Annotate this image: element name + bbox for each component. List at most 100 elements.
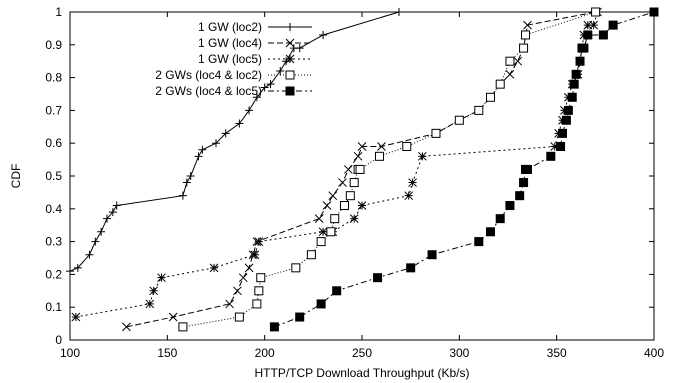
x-tick-label: 350	[547, 346, 567, 360]
data-point	[344, 165, 353, 174]
data-point	[245, 106, 254, 115]
data-point	[505, 56, 515, 66]
data-point	[505, 201, 515, 211]
y-tick-label: 0.3	[45, 235, 62, 249]
data-point	[328, 191, 338, 201]
legend-label: 1 GW (loc5)	[198, 52, 262, 66]
legend-marker	[285, 54, 295, 64]
data-point	[316, 237, 326, 247]
data-point	[182, 178, 191, 187]
legend-label: 1 GW (loc4)	[198, 36, 262, 50]
data-point	[357, 142, 367, 151]
legend-marker	[285, 86, 295, 96]
y-tick-label: 0.4	[45, 202, 62, 216]
data-point	[567, 92, 577, 102]
legend-label: 1 GW (loc2)	[198, 20, 262, 34]
y-tick-label: 0.1	[45, 300, 62, 314]
series-1	[66, 8, 403, 276]
data-point	[316, 299, 326, 309]
data-point	[250, 250, 260, 260]
series-line	[182, 11, 596, 328]
data-point	[194, 152, 203, 161]
data-point	[319, 30, 328, 39]
data-point	[349, 178, 359, 188]
data-point	[353, 151, 363, 161]
data-point	[406, 263, 416, 273]
data-point	[375, 151, 385, 161]
data-point	[235, 119, 244, 128]
data-point	[495, 214, 505, 224]
data-point	[244, 263, 254, 273]
data-point	[519, 43, 529, 53]
plot-axes: 100 150 200 250 300 350 400 0 0.1 0.2 0.3 0.4 0.5 0.6…	[45, 5, 664, 360]
y-tick-label: 0.5	[45, 169, 62, 183]
data-point	[339, 201, 349, 211]
x-tick-label: 400	[644, 346, 664, 360]
series-4	[178, 7, 601, 332]
x-tick-label: 200	[255, 346, 275, 360]
data-point	[238, 273, 248, 283]
data-point	[108, 208, 117, 217]
x-axis-label: HTTP/TCP Download Throughput (Kb/s)	[255, 366, 470, 380]
data-point	[345, 191, 355, 201]
data-point	[221, 129, 230, 138]
data-point	[394, 8, 403, 16]
data-point	[73, 263, 82, 272]
data-point	[225, 299, 234, 309]
data-point	[357, 201, 367, 210]
y-tick-label: 0.2	[45, 267, 62, 281]
data-point	[233, 286, 242, 296]
data-point	[295, 312, 305, 322]
data-point	[505, 69, 515, 79]
x-tick-label: 100	[60, 346, 80, 360]
data-point	[571, 69, 581, 79]
data-point	[558, 128, 568, 138]
data-point	[186, 172, 195, 180]
legend-entry: 2 GWs (loc4 & loc5)	[155, 84, 312, 98]
data-point	[318, 227, 328, 237]
data-point	[198, 145, 207, 154]
data-point	[583, 20, 593, 30]
legend-entry: 1 GW (loc2)	[198, 20, 312, 34]
data-point	[519, 178, 529, 188]
data-point	[556, 141, 566, 151]
data-point	[404, 191, 414, 201]
data-point	[85, 250, 94, 259]
data-point	[454, 115, 464, 125]
data-point	[485, 92, 495, 102]
x-tick-label: 300	[449, 346, 469, 360]
data-point	[589, 20, 599, 30]
data-point	[474, 237, 484, 247]
data-point	[254, 286, 264, 296]
data-point	[569, 79, 579, 89]
legend-entry: 2 GWs (loc4 & loc2)	[155, 68, 312, 82]
series-line	[75, 11, 598, 318]
data-point	[608, 20, 618, 30]
x-tick-label: 250	[352, 346, 372, 360]
data-point	[178, 322, 188, 332]
y-tick-label: 0	[55, 333, 62, 347]
data-point	[260, 83, 269, 92]
data-point	[276, 67, 285, 76]
series-line	[274, 11, 655, 328]
data-point	[178, 191, 187, 200]
legend-entry: 1 GW (loc4)	[198, 36, 312, 50]
data-point	[474, 105, 484, 115]
data-point	[513, 56, 523, 66]
data-point	[523, 20, 532, 30]
data-point	[256, 273, 266, 283]
legend-marker	[285, 38, 295, 48]
data-point	[598, 30, 608, 40]
data-point	[495, 79, 505, 89]
data-point	[431, 128, 441, 138]
data-point	[377, 142, 386, 151]
y-tick-label: 0.7	[45, 103, 62, 117]
x-tick-label: 150	[157, 346, 177, 360]
data-point	[291, 263, 301, 273]
data-point	[402, 141, 412, 151]
series-line	[69, 11, 400, 272]
data-point	[252, 93, 261, 102]
data-point	[306, 250, 316, 260]
data-point	[546, 151, 556, 161]
data-point	[330, 214, 340, 224]
